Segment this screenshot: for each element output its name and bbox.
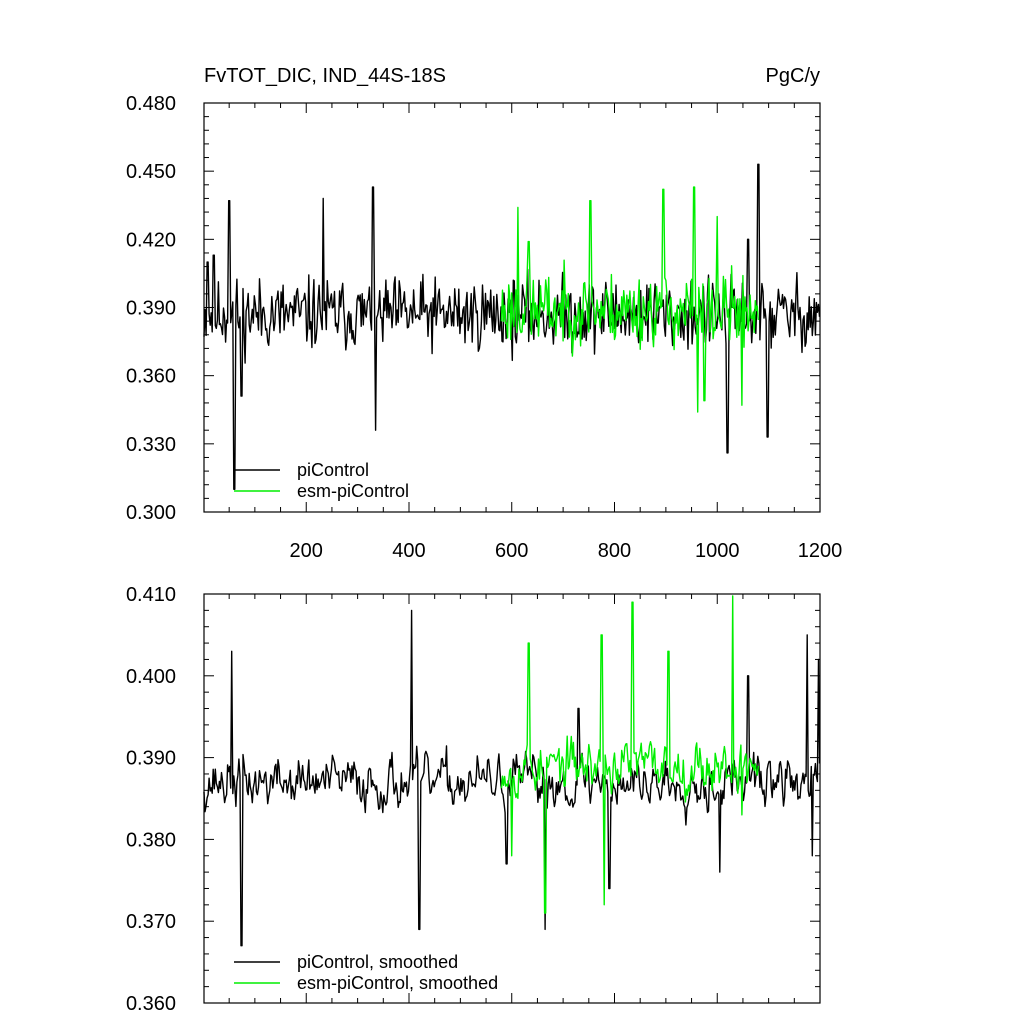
y-tick-label: 0.300 xyxy=(126,502,176,524)
y-tick-label: 0.480 xyxy=(126,93,176,115)
legend-label-picontrol-smoothed: piControl, smoothed xyxy=(297,952,458,972)
x-tick-label: 600 xyxy=(495,540,528,562)
x-tick-label: 200 xyxy=(290,540,323,562)
units-label: PgC/y xyxy=(766,65,820,87)
y-tick-label: 0.450 xyxy=(126,161,176,183)
chart-title: FvTOT_DIC, IND_44S-18S xyxy=(204,65,446,87)
legend-label-esm-picontrol: esm-piControl xyxy=(297,481,409,501)
series-line-esm-picontrol xyxy=(500,186,759,413)
bottom-panel-frame xyxy=(203,593,821,1004)
y-tick-label: 0.390 xyxy=(126,748,176,770)
top-panel: FvTOT_DIC, IND_44S-18S PgC/y 0.3000.3300… xyxy=(126,65,842,562)
x-tick-label: 400 xyxy=(392,540,425,562)
top-panel-y-tick-labels: 0.300 0.330 0.360 0.390 0.420 0.450 0.480 xyxy=(126,93,176,524)
series-line-picontrol xyxy=(203,163,821,490)
bottom-panel: 0.360 0.370 0.380 0.390 0.400 0.410 piControl… xyxy=(126,584,821,1015)
y-tick-label: 0.390 xyxy=(126,298,176,320)
y-tick-label: 0.360 xyxy=(126,993,176,1015)
y-tick-label: 0.400 xyxy=(126,666,176,688)
top-panel-legend: piControl esm-piControl xyxy=(234,460,409,501)
y-tick-label: 0.380 xyxy=(126,829,176,851)
top-panel-frame xyxy=(203,102,821,513)
x-tick-label: 800 xyxy=(598,540,631,562)
x-tick-label: 1200 xyxy=(798,540,843,562)
bottom-panel-y-tick-labels: 0.360 0.370 0.380 0.390 0.400 0.410 xyxy=(126,584,176,1015)
x-tick-label: 1000 xyxy=(695,540,740,562)
series-line-picontrol-smoothed xyxy=(203,609,821,947)
y-tick-label: 0.370 xyxy=(126,911,176,933)
y-tick-label: 0.330 xyxy=(126,434,176,456)
top-panel-x-tick-labels: 200 400 600 800 1000 1200 xyxy=(290,540,843,562)
bottom-panel-legend: piControl, smoothed esm-piControl, smoot… xyxy=(234,952,498,993)
y-tick-label: 0.360 xyxy=(126,366,176,388)
y-tick-label: 0.410 xyxy=(126,584,176,606)
top-panel-series xyxy=(203,163,821,490)
y-tick-label: 0.420 xyxy=(126,229,176,251)
bottom-panel-series xyxy=(203,595,821,947)
legend-label-esm-picontrol-smoothed: esm-piControl, smoothed xyxy=(297,973,498,993)
legend-label-picontrol: piControl xyxy=(297,460,369,480)
series-line-esm-picontrol-smoothed xyxy=(500,595,759,914)
